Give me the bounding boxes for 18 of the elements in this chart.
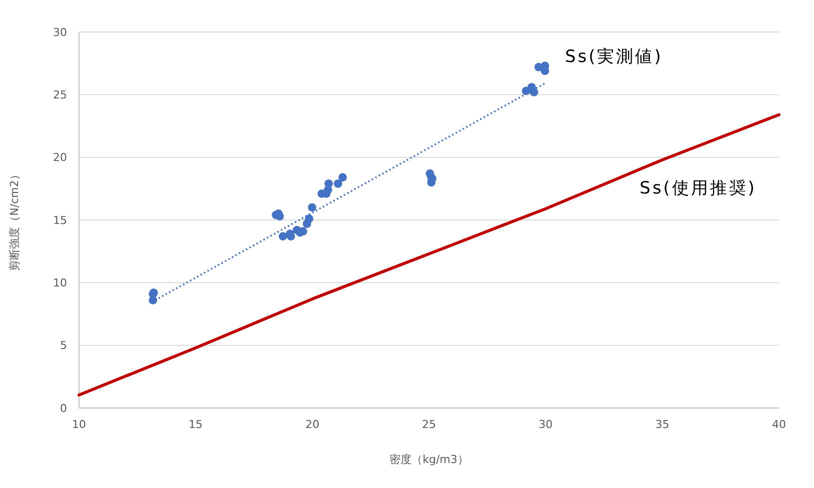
y-tick-label: 20 <box>53 151 67 164</box>
x-tick-label: 40 <box>772 418 786 431</box>
series-label: Ss(実測値) <box>564 47 663 68</box>
x-tick-label: 35 <box>655 418 670 431</box>
y-tick-label: 5 <box>60 339 67 352</box>
y-axis-title: 剪断強度（N/cm2） <box>8 169 21 271</box>
x-axis-title: 密度（kg/m3） <box>390 453 468 466</box>
y-tick-label: 0 <box>60 402 67 415</box>
x-tick-label: 30 <box>538 418 553 431</box>
x-tick-label: 25 <box>422 418 436 431</box>
x-tick-label: 15 <box>188 418 203 431</box>
series-label: Ss(使用推奨) <box>640 178 757 199</box>
y-tick-label: 25 <box>53 88 67 102</box>
y-tick-label: 10 <box>53 276 67 290</box>
x-tick-label: 10 <box>72 418 86 431</box>
y-tick-label: 15 <box>53 214 67 227</box>
x-tick-label: 20 <box>305 418 320 431</box>
y-tick-label: 30 <box>53 26 67 39</box>
